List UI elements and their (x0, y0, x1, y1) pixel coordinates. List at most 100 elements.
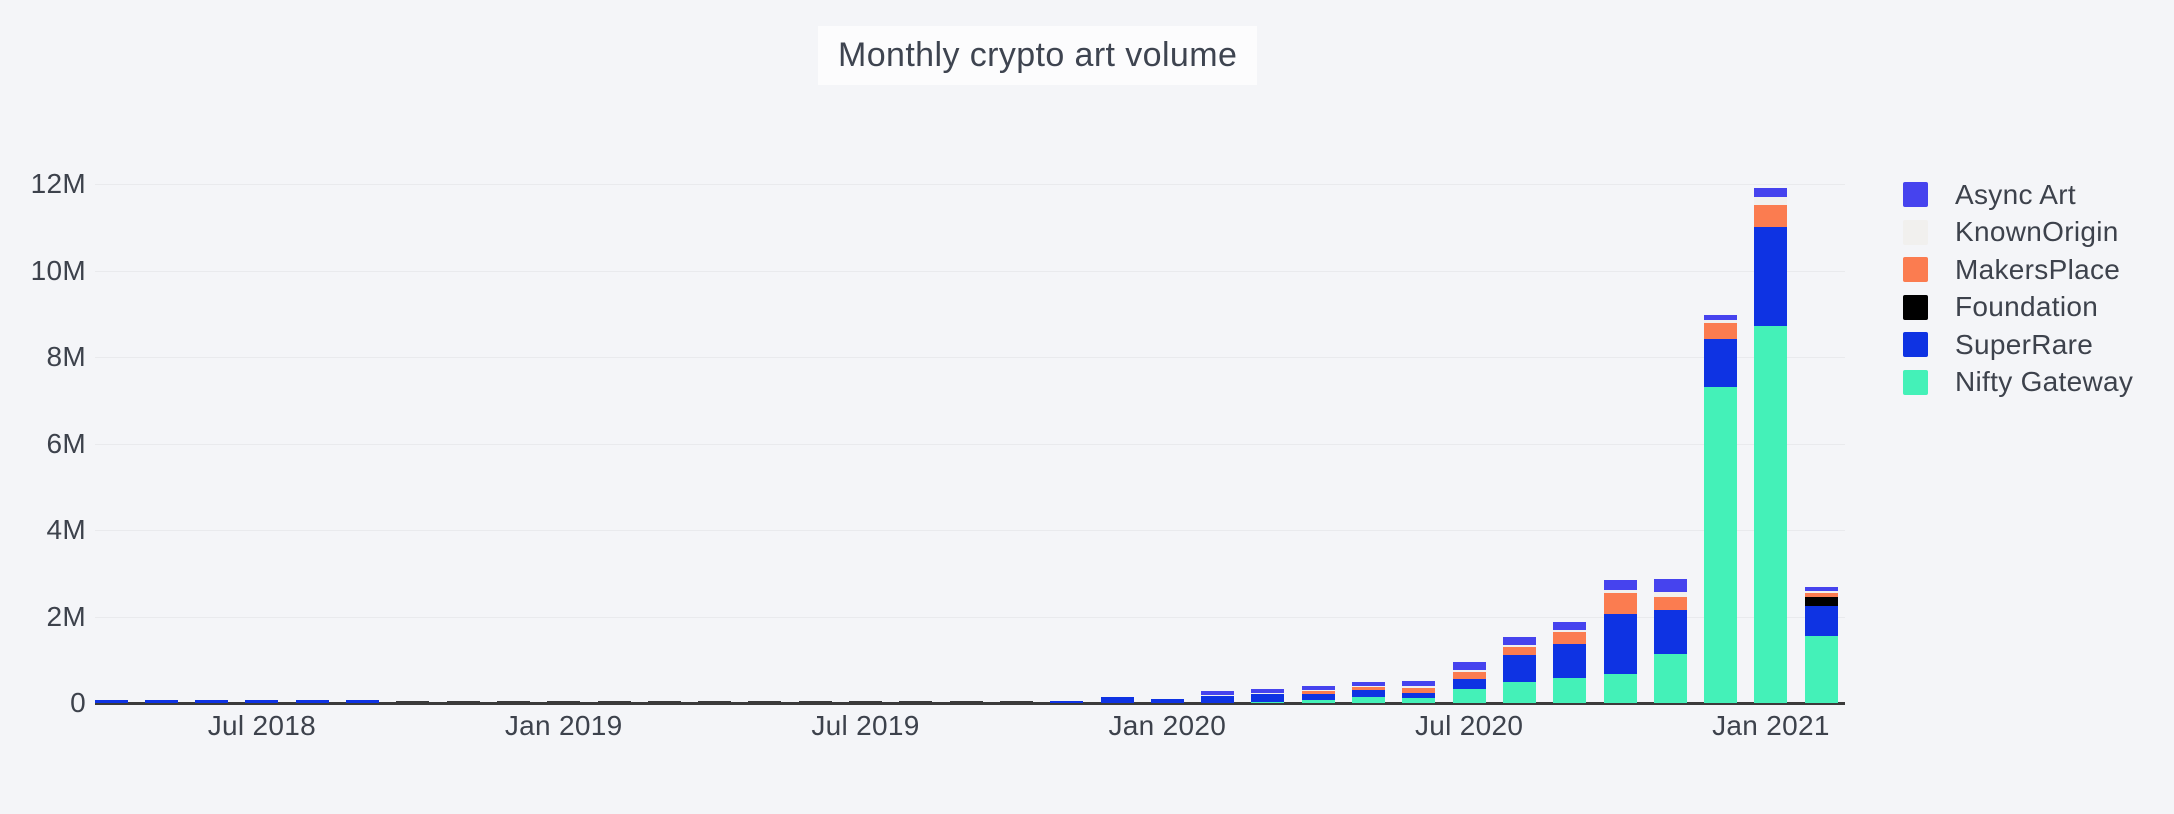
bar-segment-near-zero[interactable] (496, 701, 530, 703)
bar-segment-makersplace[interactable] (1301, 691, 1335, 694)
legend-item-superrare[interactable]: SuperRare (1903, 326, 2133, 364)
bar-segment-nifty-gateway[interactable] (1402, 697, 1436, 703)
bar-segment-nifty-gateway[interactable] (1754, 325, 1788, 703)
bar-jun-2020[interactable] (1402, 680, 1436, 703)
bar-oct-2020[interactable] (1603, 580, 1637, 703)
bar-may-2020[interactable] (1352, 681, 1385, 703)
bar-apr-2020[interactable] (1301, 686, 1335, 703)
bar-sep-2019[interactable] (949, 701, 983, 703)
bar-jan-2019[interactable] (547, 701, 581, 703)
bar-segment-makersplace[interactable] (1653, 597, 1687, 611)
legend-item-makersplace[interactable]: MakersPlace (1903, 251, 2133, 289)
bar-segment-superrare[interactable] (1502, 654, 1536, 683)
bar-aug-2020[interactable] (1502, 637, 1536, 703)
bar-segment-superrare[interactable] (1402, 693, 1436, 698)
bar-segment-knownorigin[interactable] (1704, 319, 1738, 323)
bar-segment-foundation[interactable] (1804, 597, 1838, 607)
bar-segment-superrare[interactable] (245, 699, 279, 703)
bar-segment-nifty-gateway[interactable] (1352, 697, 1385, 703)
bar-jan-2020[interactable] (1150, 699, 1184, 703)
bar-aug-2019[interactable] (899, 701, 933, 703)
bar-segment-knownorigin[interactable] (1553, 629, 1587, 633)
bar-segment-knownorigin[interactable] (1804, 590, 1838, 593)
bar-segment-nifty-gateway[interactable] (1653, 653, 1687, 703)
bar-segment-knownorigin[interactable] (1653, 591, 1687, 598)
bar-segment-superrare[interactable] (1301, 693, 1335, 700)
bar-mar-2019[interactable] (647, 701, 681, 703)
bar-segment-knownorigin[interactable] (1352, 685, 1385, 688)
bar-segment-nifty-gateway[interactable] (1251, 702, 1285, 703)
bar-segment-makersplace[interactable] (1352, 687, 1385, 691)
bar-segment-near-zero[interactable] (597, 701, 631, 703)
bar-oct-2018[interactable] (396, 701, 430, 703)
bar-segment-nifty-gateway[interactable] (1301, 699, 1335, 703)
bar-segment-async-art[interactable] (1704, 314, 1738, 320)
bar-segment-superrare[interactable] (1603, 614, 1637, 674)
bar-segment-near-zero[interactable] (446, 701, 480, 703)
bar-segment-async-art[interactable] (1754, 188, 1788, 198)
bar-segment-superrare[interactable] (1804, 606, 1838, 636)
bar-segment-superrare[interactable] (1352, 690, 1385, 698)
bar-segment-near-zero[interactable] (849, 701, 882, 703)
bar-segment-nifty-gateway[interactable] (1804, 635, 1838, 703)
bar-segment-knownorigin[interactable] (1754, 197, 1788, 206)
bar-mar-2020[interactable] (1251, 688, 1285, 703)
bar-segment-knownorigin[interactable] (1603, 589, 1637, 594)
bar-jul-2020[interactable] (1452, 661, 1486, 703)
bar-segment-nifty-gateway[interactable] (1603, 673, 1637, 703)
bar-segment-superrare[interactable] (1553, 643, 1587, 678)
bar-segment-superrare[interactable] (1704, 338, 1738, 387)
bar-segment-async-art[interactable] (1603, 580, 1637, 590)
bar-nov-2019[interactable] (1050, 700, 1084, 703)
legend-item-async-art[interactable]: Async Art (1903, 176, 2133, 214)
bar-segment-nifty-gateway[interactable] (1553, 677, 1587, 703)
bar-segment-superrare[interactable] (1201, 696, 1235, 703)
bar-may-2018[interactable] (144, 700, 178, 703)
bar-segment-makersplace[interactable] (1754, 205, 1788, 228)
bar-segment-knownorigin[interactable] (1452, 670, 1486, 673)
bar-segment-near-zero[interactable] (396, 701, 430, 703)
bar-segment-async-art[interactable] (1251, 688, 1285, 693)
bar-oct-2019[interactable] (999, 701, 1033, 703)
bar-segment-knownorigin[interactable] (1201, 694, 1235, 697)
bar-segment-superrare[interactable] (144, 700, 178, 703)
bar-segment-makersplace[interactable] (1704, 322, 1738, 339)
bar-segment-knownorigin[interactable] (1502, 644, 1536, 648)
bar-sep-2020[interactable] (1553, 622, 1587, 703)
bar-segment-superrare[interactable] (1452, 678, 1486, 689)
bar-jun-2018[interactable] (195, 699, 229, 703)
bar-segment-superrare[interactable] (1050, 700, 1084, 703)
bar-segment-superrare[interactable] (1150, 699, 1184, 703)
bar-feb-2020[interactable] (1201, 690, 1235, 703)
bar-segment-superrare[interactable] (1754, 227, 1788, 326)
bar-segment-superrare[interactable] (94, 700, 128, 703)
bar-segment-async-art[interactable] (1804, 587, 1838, 591)
bar-jan-2021[interactable] (1754, 188, 1788, 703)
bar-segment-knownorigin[interactable] (1251, 692, 1285, 694)
legend-item-foundation[interactable]: Foundation (1903, 289, 2133, 327)
bar-nov-2018[interactable] (446, 701, 480, 703)
bar-segment-makersplace[interactable] (1402, 687, 1436, 694)
bar-jun-2019[interactable] (798, 701, 832, 703)
bar-segment-makersplace[interactable] (1502, 647, 1536, 655)
bar-segment-near-zero[interactable] (899, 701, 933, 703)
bar-segment-async-art[interactable] (1502, 637, 1536, 645)
bar-sep-2018[interactable] (346, 700, 379, 703)
bar-jul-2019[interactable] (849, 701, 882, 703)
bar-aug-2018[interactable] (295, 699, 329, 703)
bar-segment-async-art[interactable] (1402, 680, 1436, 686)
bar-segment-superrare[interactable] (1100, 697, 1134, 703)
bar-segment-makersplace[interactable] (1553, 632, 1587, 644)
bar-segment-superrare[interactable] (195, 699, 229, 703)
bar-segment-makersplace[interactable] (1804, 592, 1838, 598)
bar-segment-knownorigin[interactable] (1402, 685, 1436, 688)
bar-segment-near-zero[interactable] (547, 701, 581, 703)
bar-may-2019[interactable] (748, 701, 782, 703)
bar-segment-near-zero[interactable] (798, 701, 832, 703)
bar-segment-near-zero[interactable] (999, 701, 1033, 703)
legend-item-knownorigin[interactable]: KnownOrigin (1903, 214, 2133, 252)
bar-segment-async-art[interactable] (1452, 661, 1486, 671)
bar-segment-async-art[interactable] (1553, 622, 1587, 630)
bar-dec-2020[interactable] (1704, 314, 1738, 703)
bar-segment-nifty-gateway[interactable] (1452, 688, 1486, 703)
